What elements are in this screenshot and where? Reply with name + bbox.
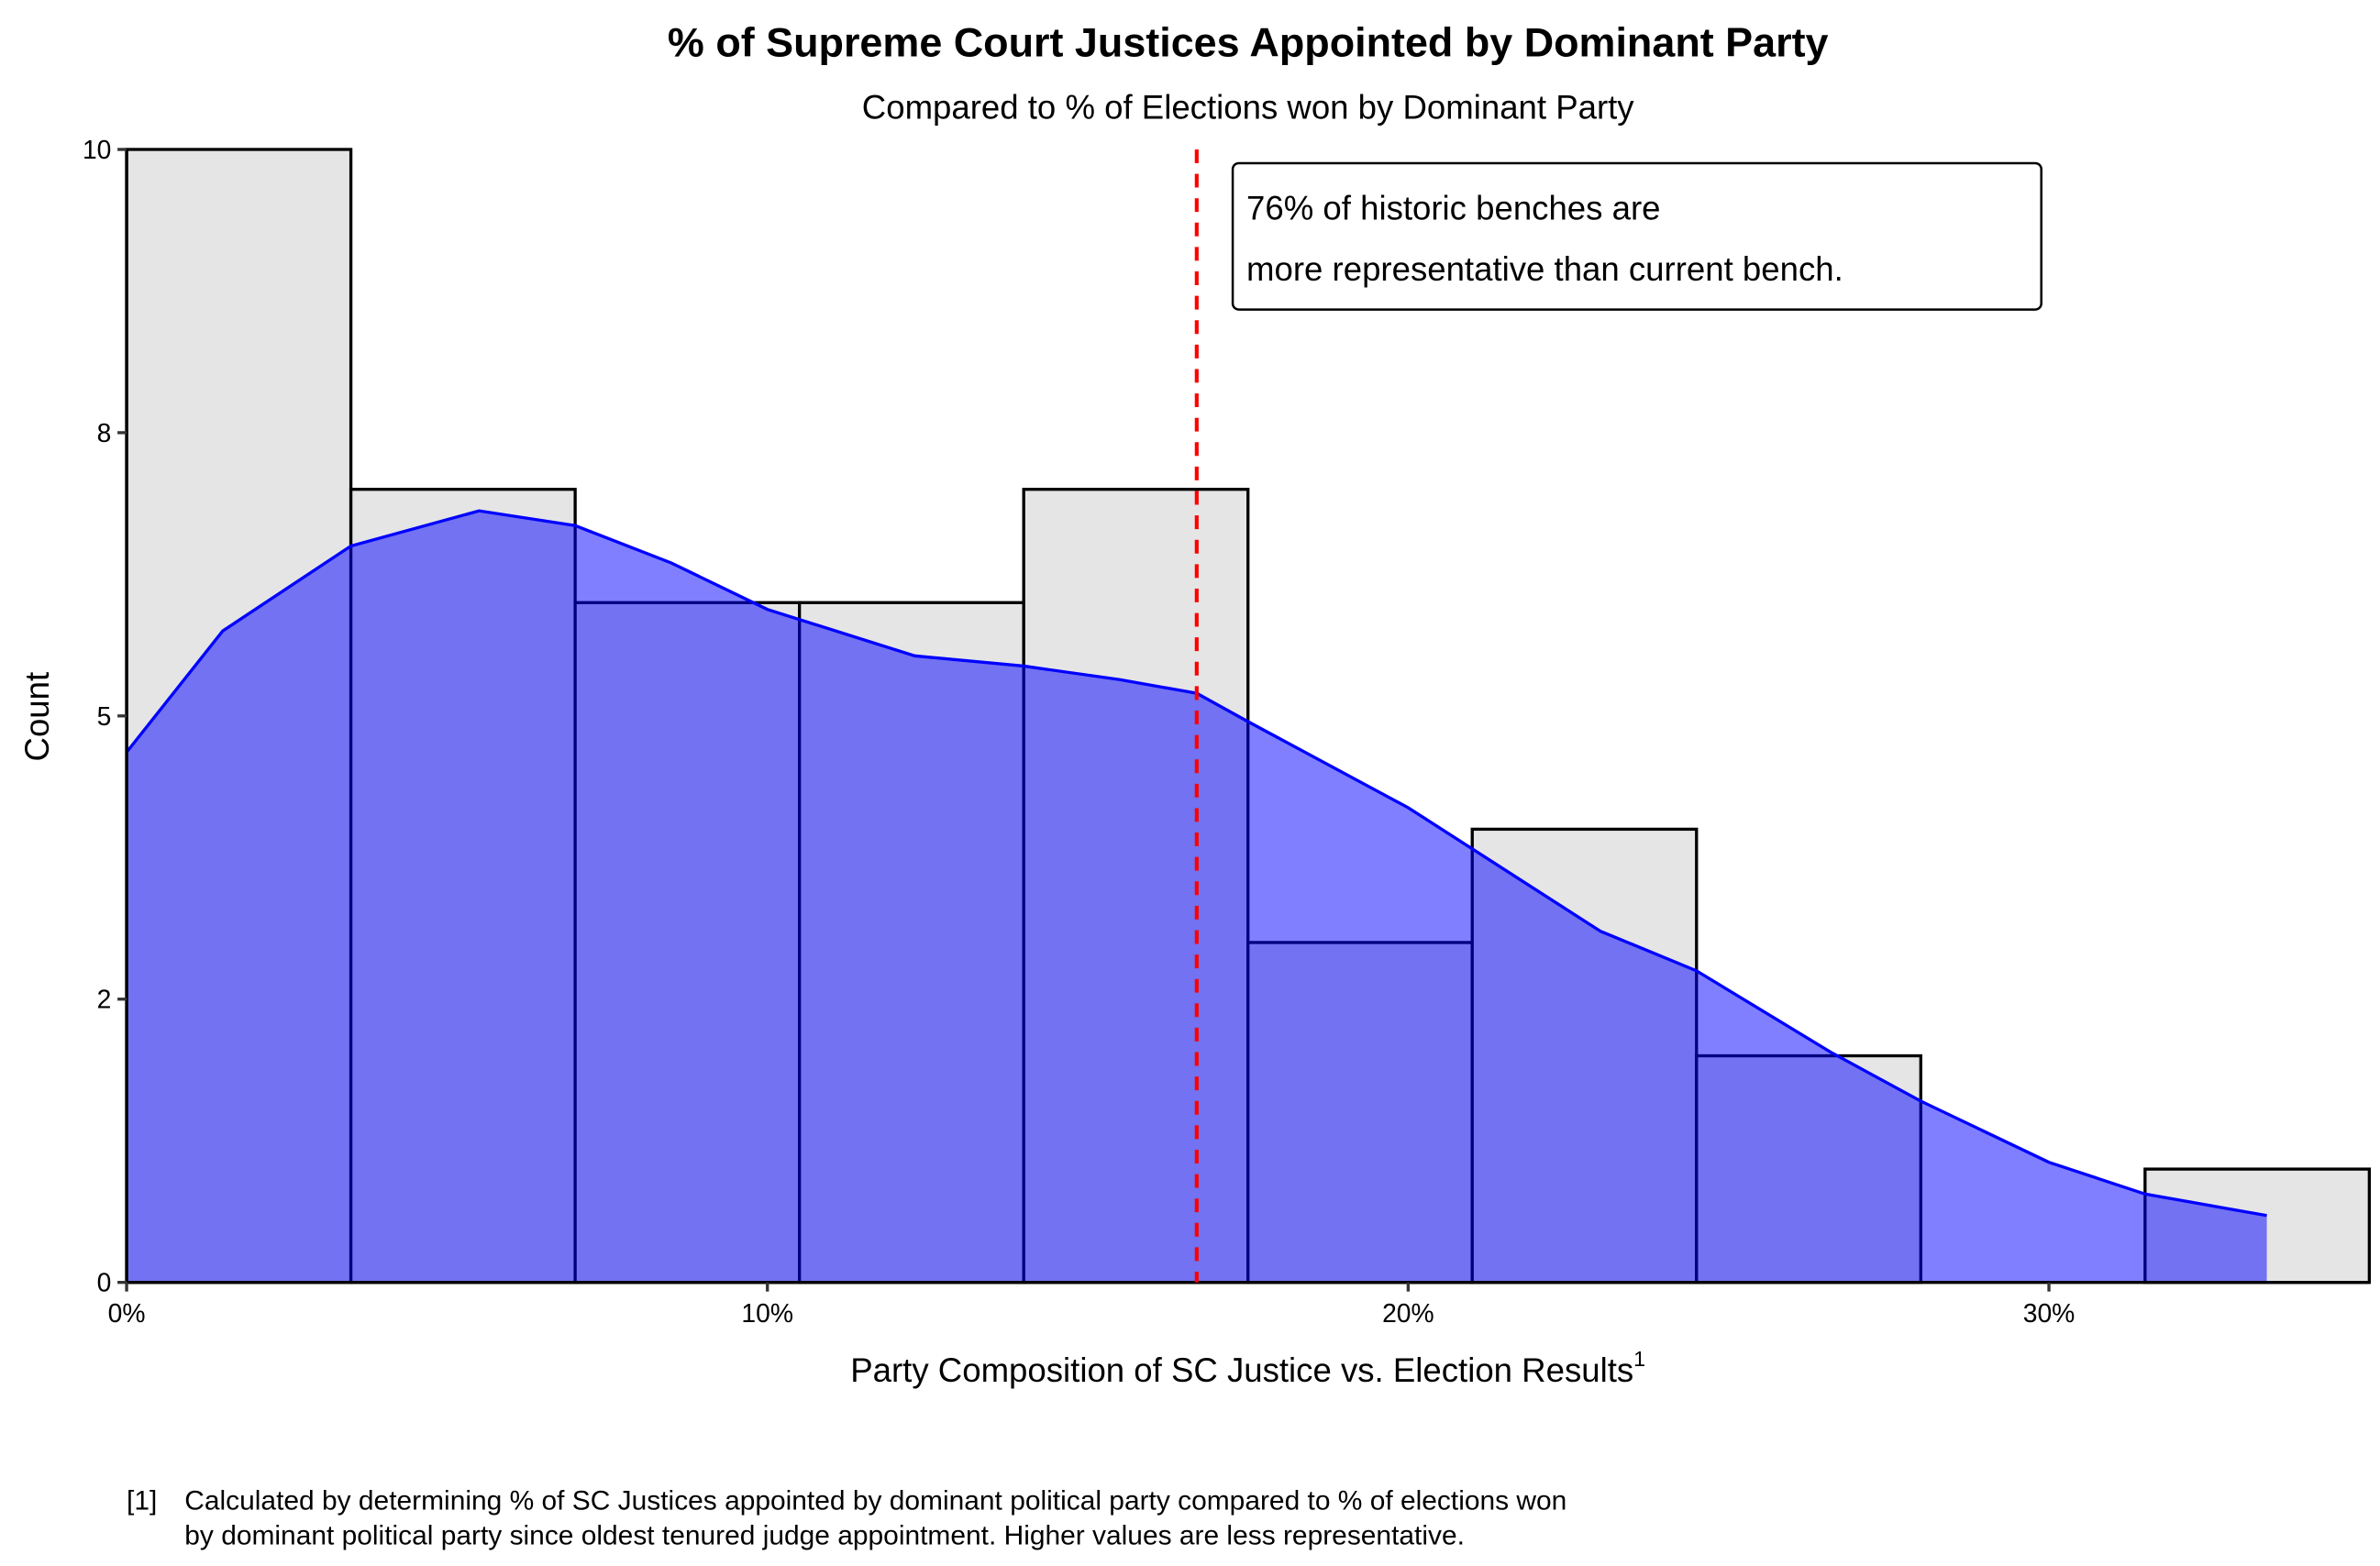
x-tick-label: 30% [2023,1298,2076,1328]
footnote-line: by dominant political party since oldest… [184,1521,1465,1551]
y-tick-label: 5 [97,701,112,731]
x-tick-label: 10% [741,1298,793,1328]
density-area [127,511,2267,1283]
density-line [125,509,2267,1218]
annotation-text: 76% of historic benches are [1246,189,1660,226]
y-tick-label: 0 [97,1268,112,1297]
footnote-marker: [1] [127,1485,157,1516]
y-tick-label: 2 [97,985,112,1014]
x-axis-label: Party Composition of SC Justice vs. Elec… [850,1347,1645,1389]
annotation-box [1231,161,2042,311]
x-tick-label: 0% [108,1298,146,1328]
annotation-text: more representative than current bench. [1246,250,1843,288]
x-tick-label: 20% [1382,1298,1434,1328]
y-axis-label: Count [18,672,56,762]
x-axis-label-text: Party Composition of SC Justice vs. Elec… [850,1351,1633,1389]
chart-title: % of Supreme Court Justices Appointed by… [668,19,1829,66]
x-axis-label-superscript: 1 [1633,1347,1645,1371]
footnote-line: Calculated by determining % of SC Justic… [184,1485,1566,1516]
y-tick-label: 8 [97,418,112,447]
chart-subtitle: Compared to % of Elections won by Domina… [862,89,1634,127]
y-tick-label: 10 [83,135,111,164]
